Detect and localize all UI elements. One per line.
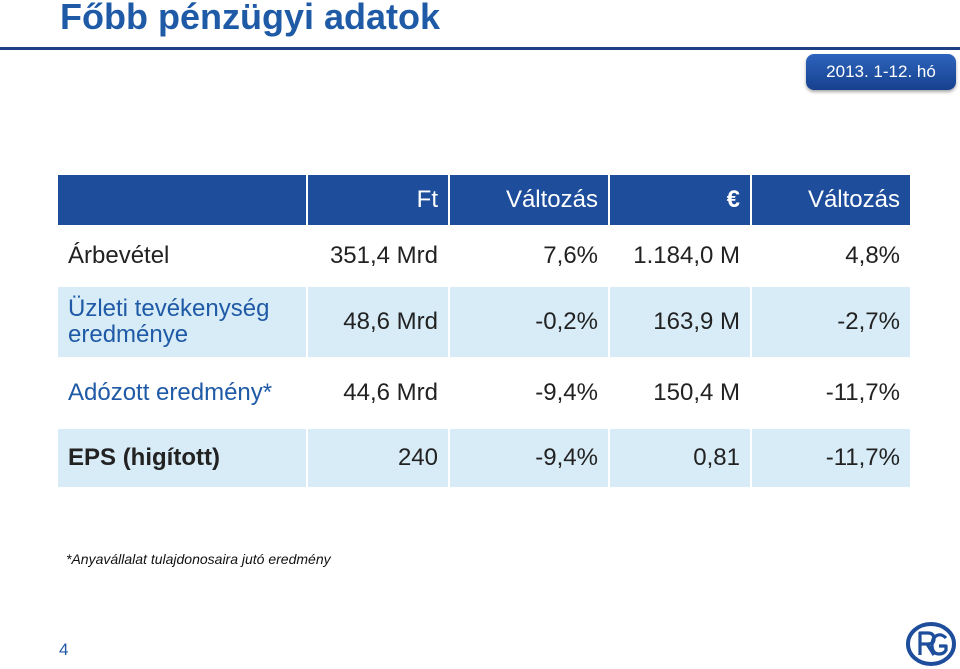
- header-ft: Ft: [308, 175, 450, 227]
- row-label: Üzleti tevékenység eredménye: [58, 287, 308, 359]
- page-title: Főbb pénzügyi adatok: [60, 0, 441, 37]
- financial-table: Ft Változás € Változás Árbevétel 351,4 M…: [58, 175, 910, 489]
- cell-ft-change: -9,4%: [450, 429, 610, 489]
- table-header-row: Ft Változás € Változás: [58, 175, 910, 227]
- period-badge: 2013. 1-12. hó: [806, 54, 956, 90]
- richter-gedeon-logo-icon: [906, 622, 956, 666]
- page-number: 4: [59, 640, 69, 659]
- cell-ft: 44,6 Mrd: [308, 359, 450, 429]
- table-row: Adózott eredmény* 44,6 Mrd -9,4% 150,4 M…: [58, 359, 910, 429]
- row-label: EPS (higított): [58, 429, 308, 489]
- cell-eur-change: -2,7%: [752, 287, 910, 359]
- cell-eur: 150,4 M: [610, 359, 752, 429]
- table-row: Üzleti tevékenység eredménye 48,6 Mrd -0…: [58, 287, 910, 359]
- header-ft-change: Változás: [450, 175, 610, 227]
- header-label-cell: [58, 175, 308, 227]
- cell-eur-change: -11,7%: [752, 359, 910, 429]
- cell-ft: 240: [308, 429, 450, 489]
- cell-ft-change: -0,2%: [450, 287, 610, 359]
- cell-eur-change: 4,8%: [752, 227, 910, 287]
- row-label: Adózott eredmény*: [58, 359, 308, 429]
- header-eur: €: [610, 175, 752, 227]
- table-row: Árbevétel 351,4 Mrd 7,6% 1.184,0 M 4,8%: [58, 227, 910, 287]
- cell-ft: 351,4 Mrd: [308, 227, 450, 287]
- cell-eur: 1.184,0 M: [610, 227, 752, 287]
- header-eur-change: Változás: [752, 175, 910, 227]
- table-row: EPS (higított) 240 -9,4% 0,81 -11,7%: [58, 429, 910, 489]
- row-label: Árbevétel: [58, 227, 308, 287]
- cell-ft: 48,6 Mrd: [308, 287, 450, 359]
- cell-eur: 163,9 M: [610, 287, 752, 359]
- cell-ft-change: 7,6%: [450, 227, 610, 287]
- cell-ft-change: -9,4%: [450, 359, 610, 429]
- cell-eur-change: -11,7%: [752, 429, 910, 489]
- cell-eur: 0,81: [610, 429, 752, 489]
- footnote: *Anyavállalat tulajdonosaira jutó eredmé…: [66, 551, 331, 567]
- title-divider: [0, 47, 960, 50]
